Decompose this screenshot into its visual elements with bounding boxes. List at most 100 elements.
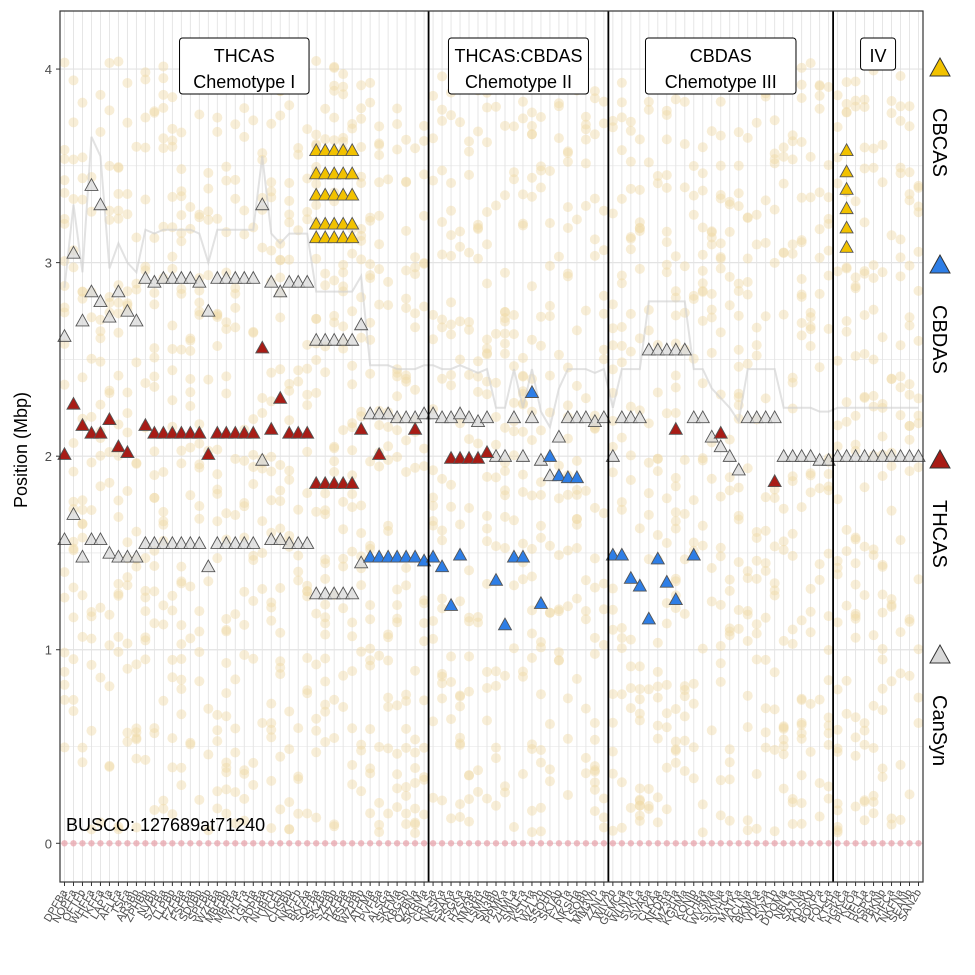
busco-hit-point bbox=[886, 819, 897, 830]
triangle-cansyn bbox=[102, 309, 117, 323]
busco-hit-point bbox=[625, 244, 636, 255]
busco-hit-point bbox=[625, 156, 636, 167]
busco-hit-point bbox=[832, 562, 843, 573]
busco-hit-point bbox=[437, 671, 448, 682]
triangle-thcas bbox=[317, 475, 333, 489]
baseline-point bbox=[627, 840, 635, 847]
busco-hit-point bbox=[526, 107, 537, 118]
busco-hit-point bbox=[212, 488, 223, 499]
busco-hit-point bbox=[446, 380, 457, 391]
triangle-cansyn bbox=[219, 535, 234, 549]
triangle-cansyn bbox=[479, 410, 495, 424]
busco-hit-point bbox=[526, 129, 537, 140]
triangle-cansyn bbox=[272, 284, 288, 298]
busco-hit-point bbox=[688, 773, 699, 784]
busco-hit-point bbox=[724, 744, 735, 755]
busco-hit-point bbox=[203, 167, 214, 178]
busco-hit-point bbox=[104, 205, 115, 216]
busco-hit-point bbox=[553, 251, 564, 262]
busco-hit-point bbox=[149, 470, 160, 481]
busco-hit-point bbox=[526, 652, 537, 663]
busco-hit-point bbox=[778, 749, 789, 760]
busco-hit-point bbox=[446, 205, 457, 216]
triangle-thcas bbox=[93, 425, 108, 439]
busco-hit-point bbox=[652, 666, 663, 677]
busco-hit-point bbox=[302, 653, 313, 664]
busco-hit-point bbox=[95, 89, 106, 100]
busco-hit-point bbox=[805, 341, 816, 352]
busco-hit-point bbox=[356, 739, 367, 750]
busco-hit-point bbox=[787, 154, 798, 165]
baseline-point bbox=[735, 840, 742, 847]
triangle-thcas bbox=[111, 439, 126, 453]
busco-hit-point bbox=[787, 624, 798, 635]
busco-hit-point bbox=[616, 632, 627, 643]
busco-hit-point bbox=[482, 715, 493, 726]
busco-hit-point bbox=[652, 733, 663, 744]
busco-hit-point bbox=[877, 332, 888, 343]
busco-hit-point bbox=[553, 550, 564, 561]
busco-hit-point bbox=[95, 481, 106, 492]
busco-hit-point bbox=[419, 695, 430, 706]
triangle-cansyn bbox=[740, 410, 755, 424]
busco-hit-point bbox=[158, 89, 169, 100]
busco-hit-point bbox=[652, 466, 663, 477]
busco-hit-point bbox=[796, 719, 807, 730]
baseline-point bbox=[313, 840, 320, 847]
busco-hit-point bbox=[221, 808, 232, 819]
busco-hit-point bbox=[212, 736, 223, 747]
busco-hit-point bbox=[266, 495, 277, 506]
busco-hit-point bbox=[670, 507, 681, 518]
triangle-cansyn bbox=[102, 545, 117, 559]
busco-hit-point bbox=[257, 393, 268, 404]
busco-hit-point bbox=[356, 103, 367, 114]
baseline-point bbox=[295, 840, 302, 847]
busco-hit-point bbox=[95, 126, 106, 137]
busco-hit-point bbox=[59, 666, 70, 677]
busco-hit-point bbox=[293, 143, 304, 154]
busco-hit-point bbox=[293, 774, 304, 785]
busco-hit-point bbox=[104, 105, 115, 116]
busco-hit-point bbox=[158, 467, 169, 478]
busco-hit-point bbox=[724, 271, 735, 282]
busco-hit-point bbox=[239, 229, 250, 240]
busco-hit-point bbox=[437, 165, 448, 176]
busco-hit-point bbox=[769, 484, 780, 495]
busco-hit-point bbox=[356, 786, 367, 797]
busco-hit-point bbox=[365, 655, 376, 666]
busco-hit-point bbox=[95, 817, 106, 828]
busco-hit-point bbox=[760, 654, 771, 665]
busco-hit-point bbox=[437, 535, 448, 546]
busco-hit-point bbox=[895, 234, 906, 245]
busco-hit-point bbox=[302, 363, 313, 374]
busco-hit-point bbox=[221, 762, 232, 773]
busco-hit-point bbox=[383, 525, 394, 536]
busco-hit-point bbox=[895, 252, 906, 263]
busco-hit-point bbox=[185, 490, 196, 501]
busco-hit-point bbox=[131, 753, 142, 764]
busco-hit-point bbox=[140, 632, 151, 643]
busco-hit-point bbox=[841, 98, 852, 109]
busco-hit-point bbox=[742, 635, 753, 646]
busco-hit-point bbox=[805, 307, 816, 318]
triangle-thcas bbox=[138, 417, 153, 431]
busco-hit-point bbox=[697, 142, 708, 153]
busco-hit-point bbox=[688, 160, 699, 171]
busco-hit-point bbox=[266, 367, 277, 378]
busco-hit-point bbox=[419, 595, 430, 606]
baseline-point bbox=[277, 840, 284, 847]
busco-hit-point bbox=[859, 391, 870, 402]
busco-hit-point bbox=[365, 808, 376, 819]
busco-hit-point bbox=[868, 143, 879, 154]
busco-hit-point bbox=[490, 742, 501, 753]
busco-hit-point bbox=[392, 103, 403, 114]
triangle-cbcas bbox=[335, 142, 351, 157]
baseline-point bbox=[906, 840, 913, 847]
busco-hit-point bbox=[841, 107, 852, 118]
baseline-point bbox=[250, 840, 257, 847]
busco-hit-point bbox=[68, 694, 79, 705]
busco-hit-point bbox=[455, 732, 466, 743]
triangle-thcas bbox=[219, 425, 234, 439]
busco-hit-point bbox=[751, 619, 762, 630]
